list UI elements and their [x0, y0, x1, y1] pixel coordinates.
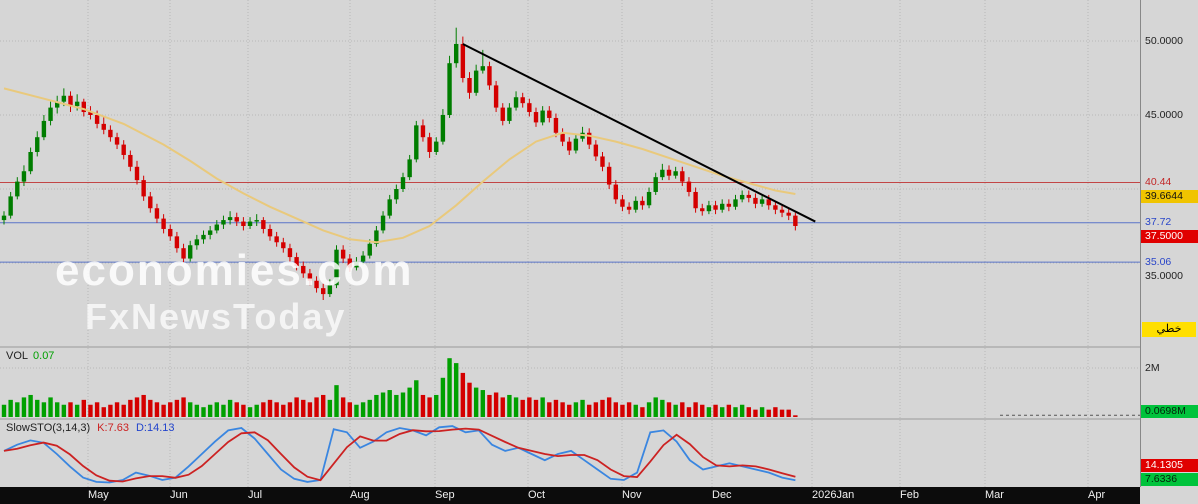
- scale-type-badge[interactable]: خطي: [1142, 322, 1196, 337]
- axis-badge: 0.0698M: [1141, 405, 1198, 418]
- time-label: Aug: [350, 489, 370, 501]
- time-label: Feb: [900, 489, 919, 501]
- sto-indicator-name: SlowSTO(3,14,3): [6, 422, 91, 434]
- sto-d-line: [3, 427, 796, 483]
- axis-label: 37.72: [1145, 216, 1172, 228]
- axis-badge: 37.5000: [1141, 230, 1198, 243]
- volume-label-text: VOL: [6, 350, 29, 362]
- axis-label: 50.0000: [1145, 35, 1183, 47]
- volume-panel-label: VOL 0.07: [6, 350, 54, 362]
- axis-label: 35.0000: [1145, 270, 1183, 282]
- sto-k-line: [3, 425, 796, 484]
- chart-canvas[interactable]: [0, 0, 1140, 487]
- stochastic-panel-label: SlowSTO(3,14,3) K:7.63 D:14.13: [6, 422, 175, 434]
- volume-bars: [1, 358, 798, 417]
- moving-average-line: [3, 87, 796, 244]
- axis-label: 40.44: [1145, 176, 1172, 188]
- time-label: Jun: [170, 489, 188, 501]
- price-axis[interactable]: 50.0000 45.0000 40.44 39.6644 37.72 37.5000 35…: [1140, 0, 1198, 487]
- axis-label: 35.06: [1145, 256, 1172, 268]
- axis-label: 45.0000: [1145, 109, 1183, 121]
- axis-corner: [1140, 487, 1198, 504]
- time-axis[interactable]: May Jun Jul Aug Sep Oct Nov Dec 2026Jan Feb Mar Apr: [0, 487, 1140, 504]
- chart-area[interactable]: economies.com FxNewsToday VOL 0.07 SlowST…: [0, 0, 1140, 487]
- axis-badge: 7.6336: [1141, 473, 1198, 486]
- trendline: [462, 43, 816, 223]
- time-label: Dec: [712, 489, 732, 501]
- time-label: May: [88, 489, 109, 501]
- time-label: Jul: [248, 489, 263, 501]
- time-label: Sep: [435, 489, 455, 501]
- sto-k-value: K:7.63: [97, 422, 129, 434]
- time-label: Mar: [985, 489, 1004, 501]
- axis-label: 2M: [1145, 362, 1160, 374]
- sto-d-value: D:14.13: [135, 422, 175, 434]
- axis-badge: 39.6644: [1141, 190, 1198, 203]
- time-label: 2026Jan: [812, 489, 855, 501]
- time-label: Oct: [528, 489, 546, 501]
- axis-badge: 14.1305: [1141, 459, 1198, 472]
- time-label: Nov: [622, 489, 642, 501]
- time-label: Apr: [1088, 489, 1106, 501]
- volume-current-value: 0.07: [33, 350, 55, 362]
- candles: [1, 27, 798, 300]
